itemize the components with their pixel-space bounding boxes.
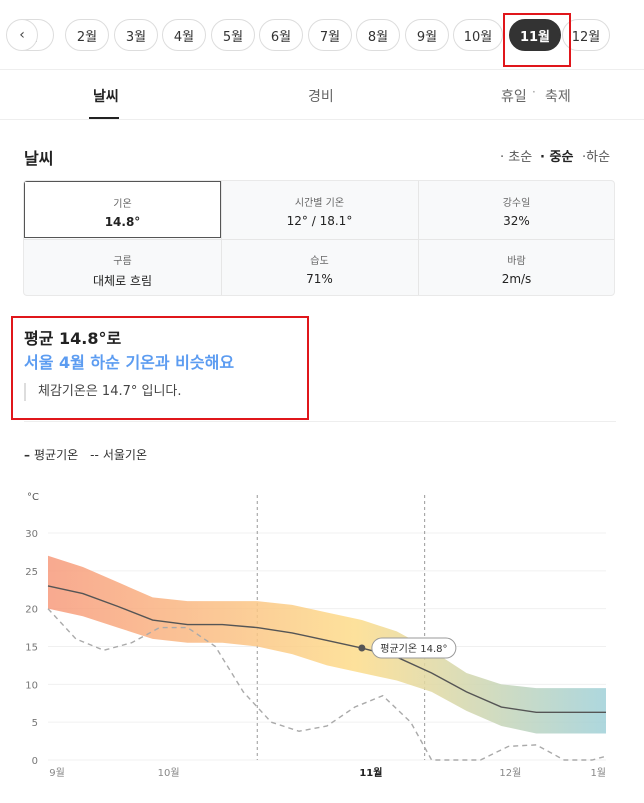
stat-rain-days[interactable]: 강수일 32% [418, 181, 614, 238]
chart-legend: – 평균기온 -- 서울기온 [24, 446, 147, 463]
month-chip[interactable]: 8월 [356, 19, 400, 51]
x-tick-label: 12월 [499, 767, 521, 779]
temperature-chart: °C 0 5 10 15 20 25 30 평균기온 14.8° 9월 10월 11월 12월 1월 [25, 492, 607, 779]
stat-value: 2m/s [501, 272, 532, 286]
legend-average: – 평균기온 [24, 448, 79, 462]
y-axis-unit: °C [27, 492, 39, 503]
stat-label: 기온 [113, 199, 132, 210]
stat-value: 대체로 흐림 [92, 274, 152, 288]
highlight-box-month [503, 13, 571, 67]
series-seoul-line [47, 608, 607, 761]
tab-active-indicator [89, 117, 119, 119]
stat-label: 강수일 [502, 198, 531, 209]
tab-separator: · [532, 85, 536, 99]
month-chip[interactable]: 4월 [162, 19, 206, 51]
month-chip[interactable]: 6월 [259, 19, 303, 51]
average-marker-point [358, 644, 366, 652]
month-chip[interactable]: 9월 [405, 19, 449, 51]
chevron-left-icon: ‹ [19, 27, 25, 43]
tab-budget[interactable]: 경비 [308, 89, 334, 105]
tab-bar: 날씨 경비 휴일 · 축제 [0, 70, 644, 120]
x-tick-label: 9월 [49, 767, 65, 779]
y-tick-label: 5 [32, 718, 38, 729]
stat-humidity[interactable]: 습도 71% [221, 239, 418, 295]
month-chip[interactable]: 2월 [65, 19, 109, 51]
stat-label: 시간별 기온 [294, 198, 345, 209]
stat-hourly-temp[interactable]: 시간별 기온 12° / 18.1° [221, 181, 418, 238]
tab-holiday[interactable]: 휴일 [501, 89, 527, 105]
month-chip[interactable]: 5월 [211, 19, 255, 51]
stat-label: 습도 [310, 256, 329, 267]
highlight-box-summary [11, 316, 309, 420]
average-marker-tooltip [371, 637, 457, 659]
summary-comparison: 서울 4월 하순 기온과 비슷해요 [24, 353, 235, 372]
month-selector: 월2월3월4월5월6월7월8월9월10월11월12월 ‹ [0, 0, 644, 70]
y-tick-label: 10 [25, 680, 38, 691]
y-tick-label: 15 [25, 643, 38, 654]
period-early[interactable]: · 초순 [500, 150, 533, 165]
y-tick-label: 20 [25, 605, 38, 616]
y-tick-label: 30 [25, 529, 38, 540]
period-mid[interactable]: · 중순 [540, 150, 574, 165]
month-chip[interactable]: 11월 [509, 19, 561, 51]
legend-seoul: -- 서울기온 [90, 448, 148, 462]
stat-label: 구름 [113, 256, 132, 267]
tab-weather[interactable]: 날씨 [93, 89, 119, 105]
weather-section-title: 날씨 [24, 149, 54, 168]
month-chip[interactable]: 7월 [308, 19, 352, 51]
stat-label: 바람 [507, 256, 526, 267]
month-chip[interactable]: 3월 [114, 19, 158, 51]
x-tick-label: 11월 [359, 767, 382, 779]
section-divider [24, 421, 616, 422]
temperature-range-band [48, 555, 606, 734]
stat-wind[interactable]: 바람 2m/s [418, 239, 614, 295]
x-tick-label: 10월 [158, 767, 180, 779]
y-tick-label: 0 [32, 756, 38, 767]
summary-feels-like: 체감기온은 14.7° 입니다. [24, 383, 182, 401]
stat-value: 32% [503, 214, 530, 228]
stat-value: 12° / 18.1° [286, 214, 353, 228]
x-tick-label: 1월 [590, 767, 606, 779]
prev-month-button[interactable]: ‹ [6, 19, 38, 51]
stat-value: 14.8° [104, 215, 141, 229]
stat-temperature[interactable]: 기온 14.8° [24, 181, 221, 238]
y-tick-label: 25 [25, 567, 38, 578]
series-average-line [47, 585, 606, 714]
average-marker-label: 평균기온 14.8° [380, 643, 447, 655]
stat-value: 71% [306, 272, 333, 286]
tab-festival[interactable]: 축제 [545, 89, 571, 105]
stat-cloud[interactable]: 구름 대체로 흐림 [24, 239, 221, 295]
summary-average: 평균 14.8°로 [24, 329, 122, 348]
period-late[interactable]: ·하순 [582, 150, 611, 165]
month-chip[interactable]: 10월 [453, 19, 503, 51]
weather-stats-grid: 기온 14.8° 시간별 기온 12° / 18.1° 강수일 32% 구름 대… [23, 180, 615, 296]
